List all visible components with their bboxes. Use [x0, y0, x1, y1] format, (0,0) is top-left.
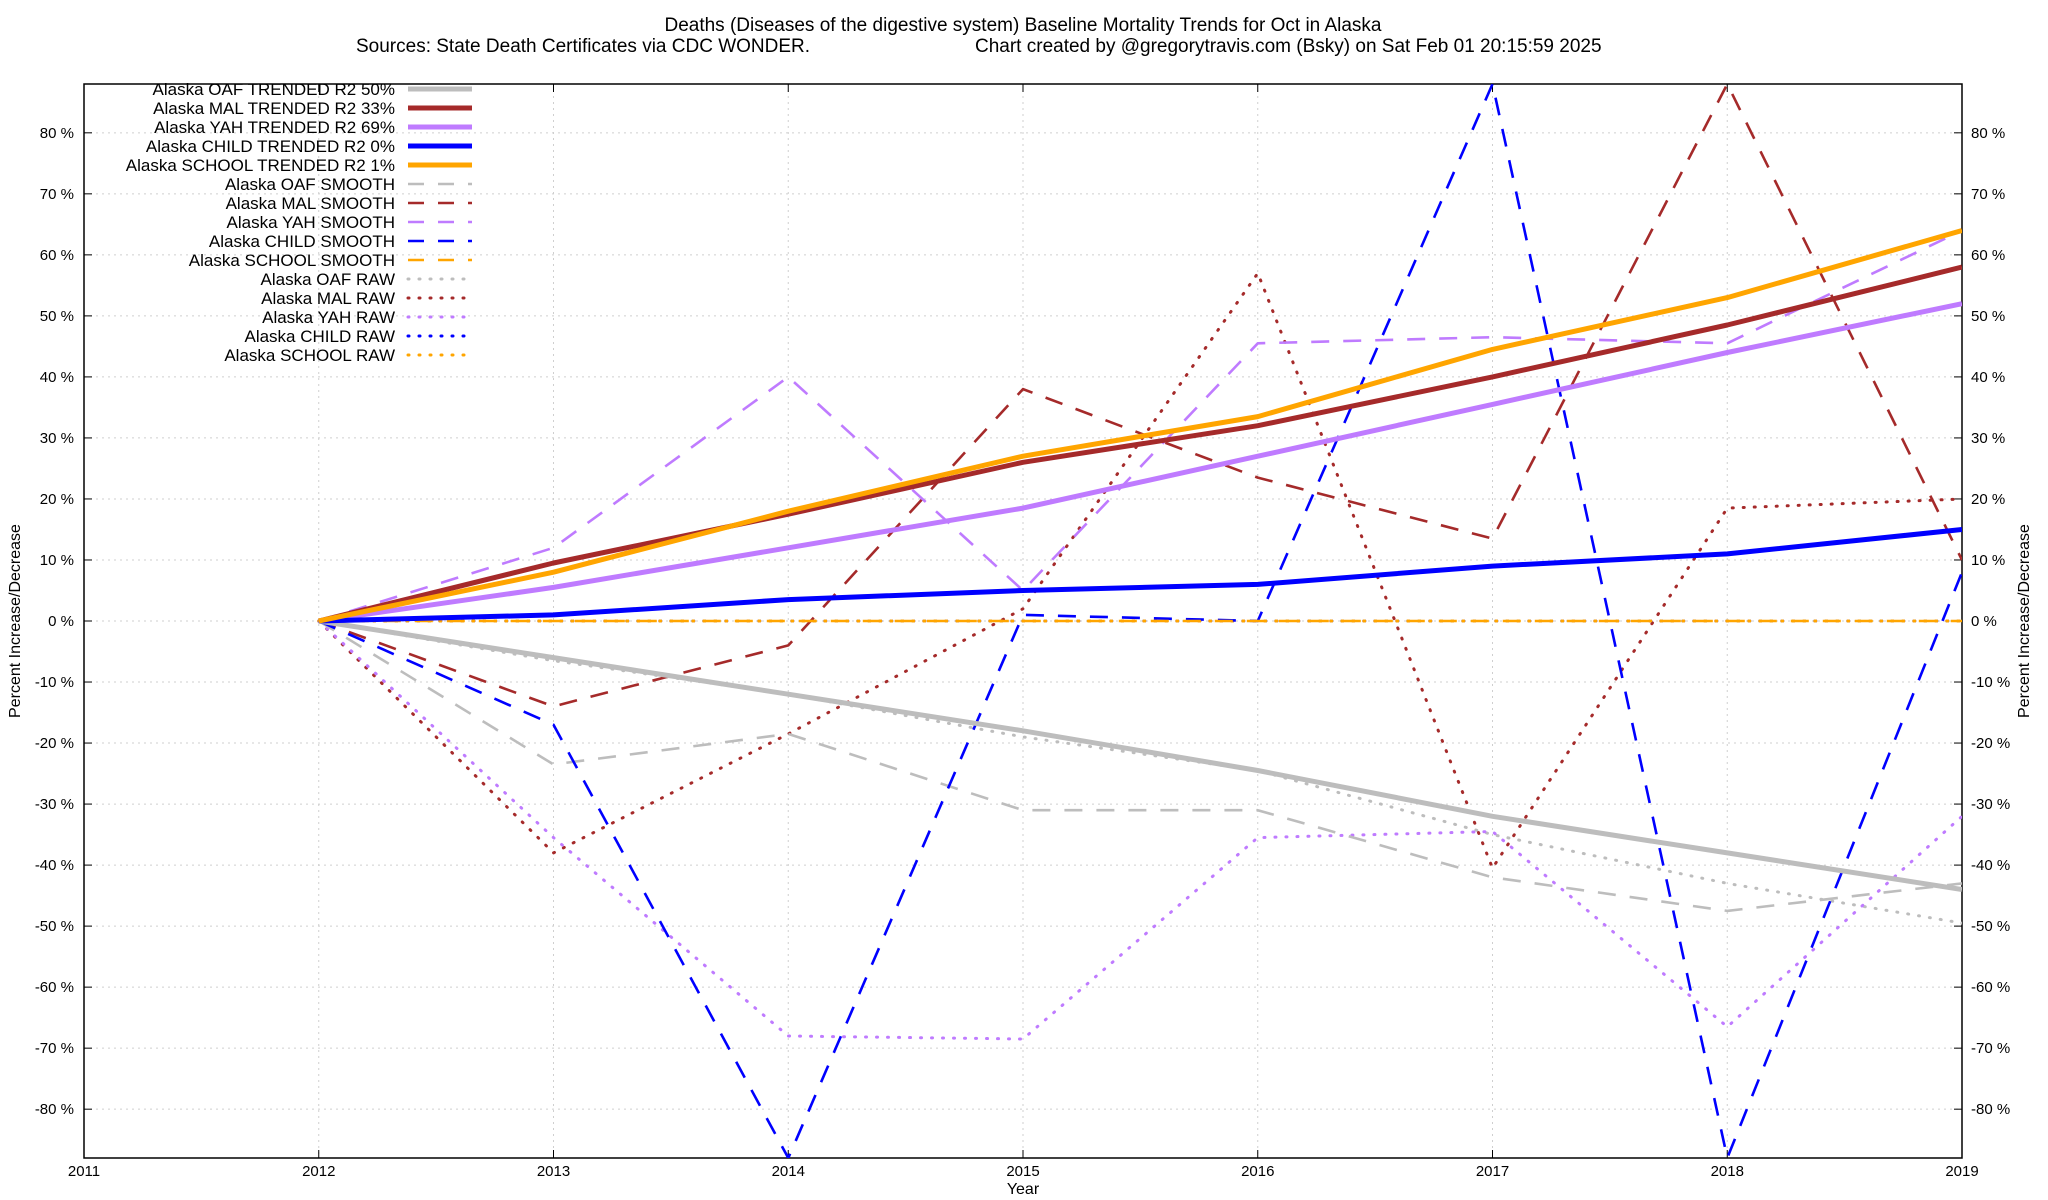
- y-tick-label-right: -60 %: [1971, 979, 2010, 996]
- y-tick-label-right: 20 %: [1971, 491, 2005, 508]
- y-tick-label: 0 %: [48, 613, 74, 630]
- x-tick-label: 2015: [1006, 1163, 1039, 1180]
- legend-label: Alaska YAH TRENDED R2 69%: [154, 118, 395, 137]
- x-tick-label: 2011: [68, 1163, 100, 1180]
- series-line-yah-smooth: [318, 229, 1962, 623]
- series-line-mal-smooth: [318, 84, 1962, 708]
- series-line-school-trended: [318, 228, 1962, 624]
- y-tick-label-right: -30 %: [1971, 796, 2010, 813]
- legend-label: Alaska MAL TRENDED R2 33%: [153, 99, 395, 118]
- legend-label: Alaska MAL SMOOTH: [226, 194, 395, 213]
- legend-label: Alaska CHILD SMOOTH: [209, 232, 395, 251]
- y-tick-label: 70 %: [40, 186, 74, 203]
- y-tick-label-right: 0 %: [1971, 613, 1997, 630]
- x-axis-label: Year: [1007, 1181, 1040, 1198]
- y-tick-label-right: 40 %: [1971, 369, 2005, 386]
- y-tick-label: -40 %: [35, 857, 74, 874]
- legend-label: Alaska SCHOOL TRENDED R2 1%: [126, 156, 395, 175]
- series-line-yah-raw: [317, 619, 1962, 1041]
- series-layer: [317, 84, 1962, 1158]
- series-line-mal-raw: [317, 271, 1962, 870]
- y-tick-label: 40 %: [40, 369, 74, 386]
- series-line-child-smooth: [318, 84, 1962, 1158]
- y-tick-label-right: 10 %: [1971, 552, 2005, 569]
- series-line-oaf-trended: [318, 618, 1962, 892]
- y-tick-label: -70 %: [35, 1040, 74, 1057]
- series-line-oaf-smooth: [318, 619, 1962, 913]
- series-line-oaf-raw: [317, 619, 1962, 925]
- axis-ticks: 2011 2012 2013 2014 2015 2016 2017 2018 2019 80 %…: [35, 84, 2010, 1180]
- y-tick-label-right: 70 %: [1971, 186, 2005, 203]
- y-tick-label-right: 80 %: [1971, 125, 2005, 142]
- y-tick-label-right: -80 %: [1971, 1101, 2010, 1118]
- y-tick-label-right: -40 %: [1971, 857, 2010, 874]
- chart-subtitle-credit: Chart created by @gregorytravis.com (Bsk…: [975, 36, 1602, 57]
- x-tick-label: 2014: [772, 1163, 805, 1180]
- chart-subtitle-sources: Sources: State Death Certificates via CD…: [356, 36, 810, 57]
- legend-label: Alaska OAF TRENDED R2 50%: [153, 80, 395, 99]
- y-tick-label: 20 %: [40, 491, 74, 508]
- series-line-mal-trended: [318, 264, 1962, 624]
- y-tick-label: 30 %: [40, 430, 74, 447]
- y-tick-label: -60 %: [35, 979, 74, 996]
- y-tick-label: -20 %: [35, 735, 74, 752]
- y-tick-label-right: -70 %: [1971, 1040, 2010, 1057]
- y-tick-label: 10 %: [40, 552, 74, 569]
- x-tick-label: 2017: [1476, 1163, 1509, 1180]
- y-axis-label-left: Percent Increase/Decrease: [7, 524, 24, 718]
- legend-label: Alaska MAL RAW: [261, 289, 395, 308]
- legend-label: Alaska CHILD TRENDED R2 0%: [146, 137, 395, 156]
- y-tick-label-right: 50 %: [1971, 308, 2005, 325]
- y-tick-label-right: -10 %: [1971, 674, 2010, 691]
- y-tick-label: 50 %: [40, 308, 74, 325]
- x-tick-label: 2012: [302, 1163, 335, 1180]
- y-tick-label-right: -20 %: [1971, 735, 2010, 752]
- y-tick-label: -10 %: [35, 674, 74, 691]
- legend-label: Alaska SCHOOL RAW: [224, 346, 395, 365]
- series-line-yah-trended: [318, 301, 1962, 624]
- y-tick-label-right: 30 %: [1971, 430, 2005, 447]
- legend-label: Alaska OAF SMOOTH: [225, 175, 395, 194]
- series-line-child-trended: [318, 527, 1962, 624]
- legend-label: Alaska YAH RAW: [262, 308, 395, 327]
- y-tick-label: -80 %: [35, 1101, 74, 1118]
- legend-label: Alaska CHILD RAW: [244, 327, 395, 346]
- x-tick-label: 2013: [537, 1163, 570, 1180]
- x-tick-label: 2019: [1945, 1163, 1978, 1180]
- legend-label: Alaska SCHOOL SMOOTH: [189, 251, 395, 270]
- y-tick-label: 60 %: [40, 247, 74, 264]
- y-tick-label-right: 60 %: [1971, 247, 2005, 264]
- legend-label: Alaska YAH SMOOTH: [227, 213, 395, 232]
- y-axis-label-right: Percent Increase/Decrease: [2016, 524, 2033, 718]
- y-tick-label: -30 %: [35, 796, 74, 813]
- y-tick-label: 80 %: [40, 125, 74, 142]
- x-tick-label: 2016: [1241, 1163, 1274, 1180]
- legend-label: Alaska OAF RAW: [261, 270, 395, 289]
- legend: Alaska OAF TRENDED R2 50%Alaska MAL TREN…: [126, 80, 474, 365]
- y-tick-label-right: -50 %: [1971, 918, 2010, 935]
- chart-title: Deaths (Diseases of the digestive system…: [664, 15, 1381, 36]
- y-tick-label: -50 %: [35, 918, 74, 935]
- x-tick-label: 2018: [1711, 1163, 1744, 1180]
